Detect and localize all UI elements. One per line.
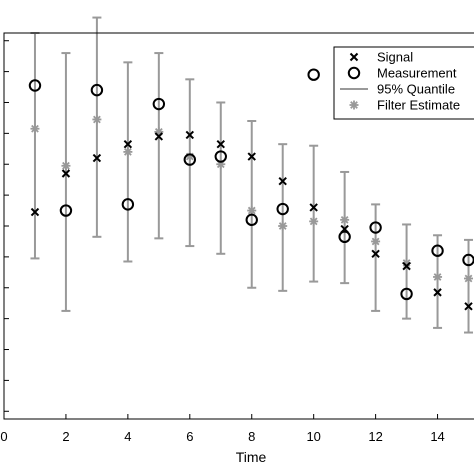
legend-item: Signal	[349, 50, 413, 65]
errorbar	[92, 16, 102, 238]
measurement-point	[338, 230, 351, 244]
errorbar	[123, 61, 133, 263]
measurement-point	[400, 287, 413, 301]
filter-estimate-point	[92, 114, 102, 124]
filter-estimate-point	[340, 215, 350, 225]
signal-point	[154, 132, 164, 141]
measurement-point	[276, 202, 289, 216]
x-tick-label: 8	[248, 429, 255, 444]
legend-label: 95% Quantile	[377, 82, 455, 97]
legend-swatch	[349, 52, 359, 62]
signal-point	[61, 169, 71, 178]
filter-estimate-point	[464, 273, 474, 283]
measurement-point	[28, 79, 42, 92]
x-tick-label: 4	[124, 429, 131, 444]
errorbar	[61, 52, 71, 312]
errorbar	[185, 78, 195, 248]
signal-point	[340, 224, 349, 234]
filter-estimate-point	[61, 161, 71, 171]
measurement-point	[369, 221, 382, 234]
signal-point	[247, 152, 256, 161]
measurement-point	[121, 198, 135, 211]
signal-point	[123, 139, 133, 149]
filter-estimate-point	[371, 236, 381, 246]
measurement-point	[183, 153, 197, 166]
errorbar	[340, 170, 350, 285]
marker-layer	[28, 68, 474, 311]
signal-point	[309, 203, 318, 212]
signal-point	[402, 261, 411, 271]
x-tick-label: 14	[430, 429, 444, 444]
filter-estimate-point	[247, 206, 257, 216]
legend-swatch	[349, 100, 359, 110]
measurement-point	[307, 68, 320, 81]
measurement-point	[59, 204, 73, 217]
errorbar	[278, 143, 288, 292]
legend-item: Measurement	[347, 66, 457, 81]
measurement-point	[245, 213, 258, 227]
filter-estimate-point	[278, 221, 288, 231]
x-tick-label: 10	[306, 429, 320, 444]
signal-point	[371, 249, 380, 258]
filter-estimate-point	[30, 124, 40, 134]
x-tick-label: 6	[186, 429, 193, 444]
signal-point	[216, 139, 225, 149]
errorbar	[309, 144, 319, 283]
signal-point	[30, 207, 40, 217]
errorbar	[216, 101, 226, 255]
signal-point	[433, 288, 442, 297]
filter-estimate-point	[433, 272, 443, 282]
x-tick-label: 12	[368, 429, 382, 444]
filter-estimate-point	[123, 147, 133, 157]
legend-swatch	[347, 66, 361, 80]
measurement-point	[152, 97, 166, 111]
measurement-point	[90, 83, 104, 97]
signal-point	[464, 302, 473, 311]
legend-label: Signal	[377, 50, 413, 65]
x-tick-label: 2	[62, 429, 69, 444]
legend-label: Measurement	[377, 66, 457, 81]
errorbar	[402, 223, 412, 320]
legend-item: 95% Quantile	[340, 82, 455, 97]
legend-item: Filter Estimate	[349, 98, 460, 113]
errorbar	[433, 234, 443, 329]
signal-point	[185, 130, 195, 140]
x-tick-label: 0	[0, 429, 7, 444]
legend-label: Filter Estimate	[377, 98, 460, 113]
filter-estimate-point	[154, 127, 164, 137]
x-axis-label: Time	[236, 449, 267, 465]
signal-point	[278, 177, 287, 186]
errorbar-layer	[30, 16, 474, 334]
errorbar	[247, 120, 257, 289]
measurement-point	[214, 150, 227, 163]
x-axis-ticks: 0 2 4 6 8 10 12 14	[0, 414, 445, 444]
errorbar	[154, 52, 164, 240]
signal-point	[92, 153, 102, 163]
y-axis-ticks	[4, 40, 9, 412]
filter-estimate-point	[309, 216, 319, 226]
measurement-point	[431, 244, 444, 257]
